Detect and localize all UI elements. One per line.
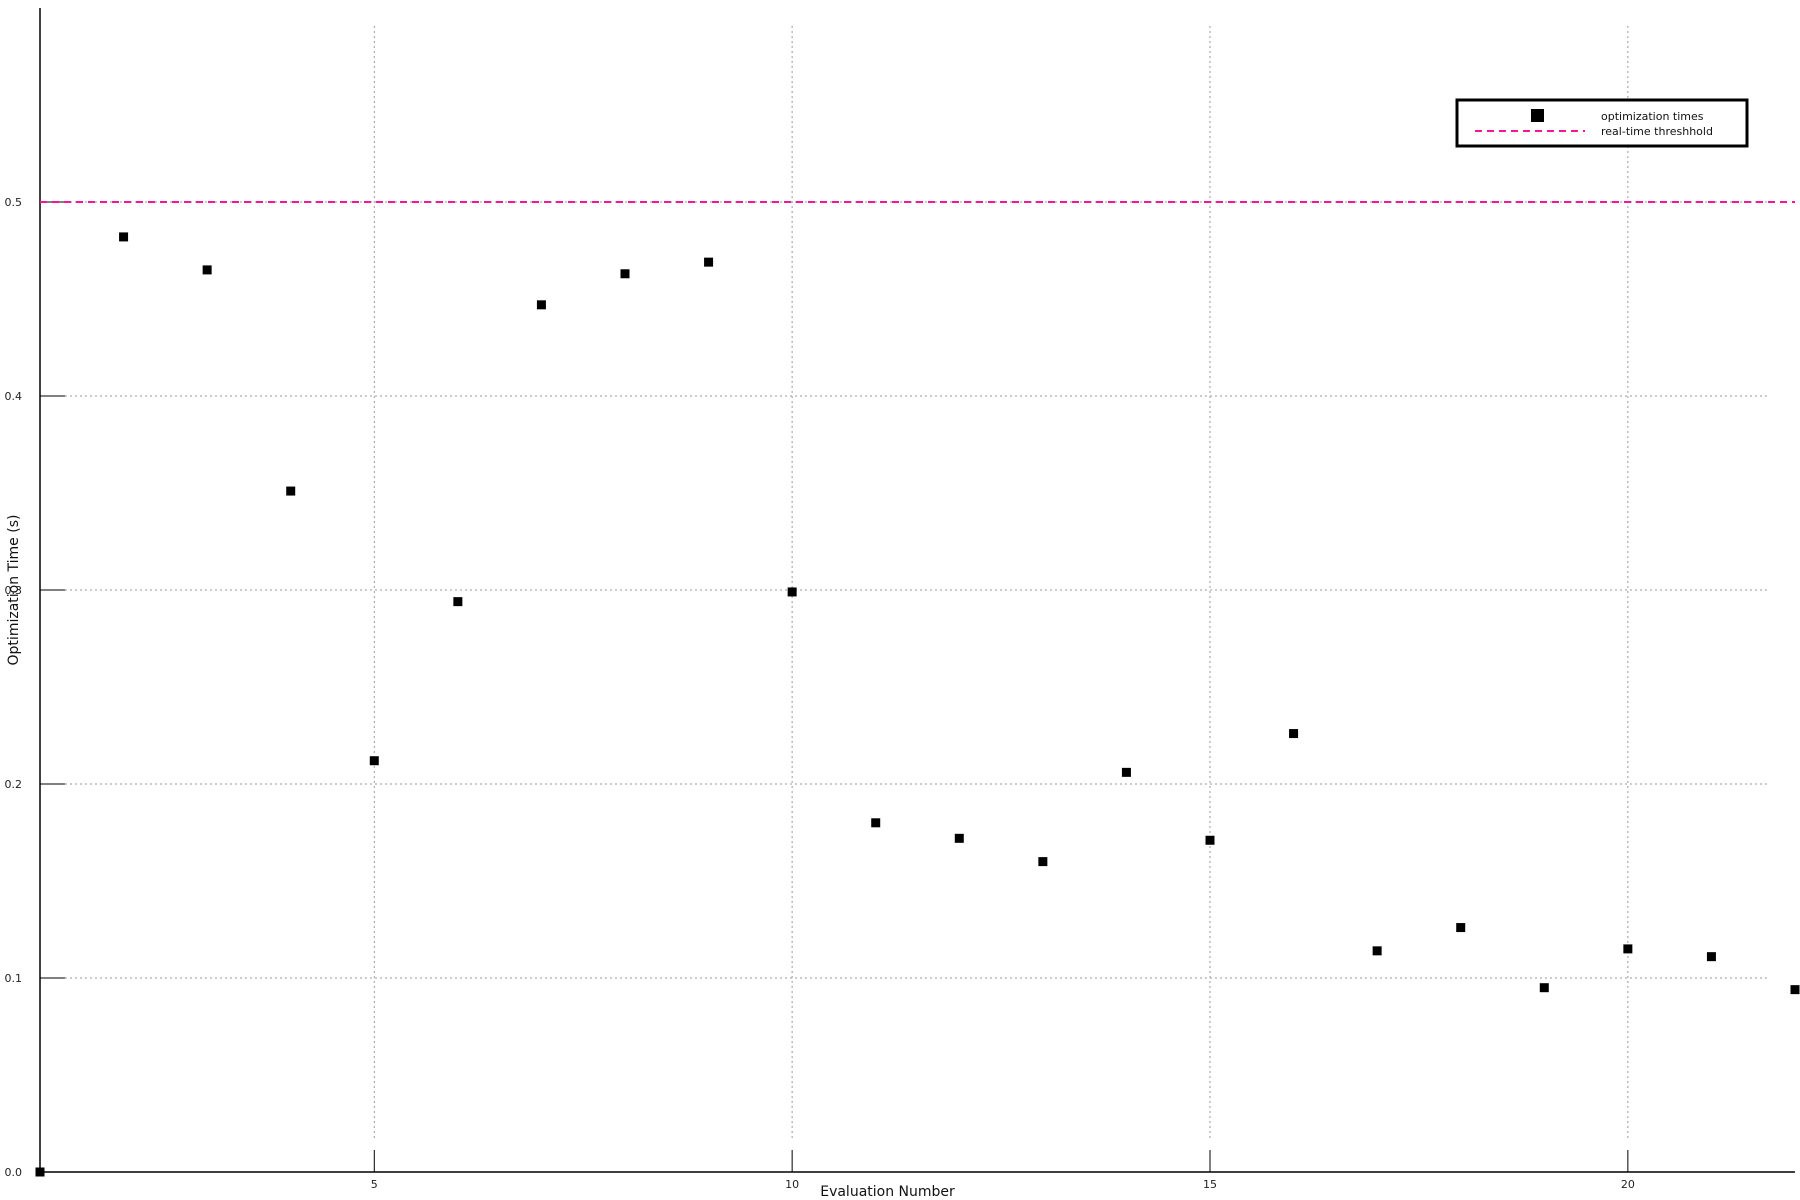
y-tick-label-0.5: 0.5 <box>5 196 23 209</box>
y-axis-label: Optimization Time (s) <box>6 515 22 666</box>
data-point-17 <box>1372 946 1382 956</box>
ticks: 5 10 15 20 0.0 0.1 0.2 0.3 0.4 0.5 <box>5 196 1635 1191</box>
data-point-1 <box>35 1167 45 1177</box>
data-point-12 <box>954 833 964 843</box>
x-tick-label-5: 5 <box>371 1178 378 1191</box>
legend-box <box>1455 98 1749 148</box>
data-point-14 <box>1121 767 1131 777</box>
data-point-19 <box>1539 983 1549 993</box>
data-point-11 <box>871 818 881 828</box>
data-point-7 <box>536 300 546 310</box>
data-point-4 <box>286 486 296 496</box>
x-tick-label-20: 20 <box>1621 1178 1635 1191</box>
y-tick-label-0.1: 0.1 <box>5 972 23 985</box>
data-point-6 <box>453 597 463 607</box>
data-point-8 <box>620 269 630 279</box>
points-layer <box>35 232 1800 1177</box>
data-point-9 <box>704 257 714 267</box>
x-axis-label: Evaluation Number <box>820 1184 955 1200</box>
y-tick-label-0.2: 0.2 <box>5 778 23 791</box>
data-point-21 <box>1706 952 1716 962</box>
y-tick-label-0.4: 0.4 <box>5 390 23 403</box>
data-point-5 <box>369 756 379 766</box>
legend: optimization times real-time threshhold <box>1455 98 1749 148</box>
data-point-22 <box>1790 985 1800 995</box>
data-point-20 <box>1623 944 1633 954</box>
x-tick-label-15: 15 <box>1203 1178 1217 1191</box>
legend-label-optimization-times: optimization times <box>1601 110 1704 123</box>
data-point-13 <box>1038 857 1048 867</box>
y-tick-label-0: 0.0 <box>5 1166 23 1179</box>
data-point-16 <box>1289 729 1299 739</box>
y-tick-label-0.3: 0.3 <box>5 584 23 597</box>
data-point-15 <box>1205 835 1215 845</box>
data-point-2 <box>119 232 129 242</box>
data-point-3 <box>202 265 212 275</box>
data-point-10 <box>787 587 797 597</box>
data-point-18 <box>1456 923 1466 933</box>
legend-marker-optimization-times <box>1531 109 1544 122</box>
x-tick-label-10: 10 <box>785 1178 799 1191</box>
legend-label-threshold: real-time threshhold <box>1601 125 1713 138</box>
